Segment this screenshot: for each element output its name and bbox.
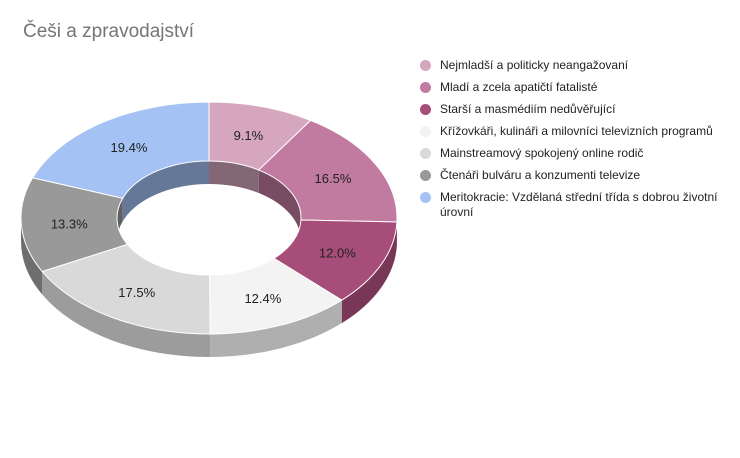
legend-item[interactable]: Mainstreamový spokojený online rodič bbox=[420, 146, 720, 161]
slice-label-1: 16.5% bbox=[315, 171, 352, 186]
slice-label-5: 13.3% bbox=[51, 216, 88, 231]
inner-wall-0 bbox=[209, 161, 259, 194]
slice-label-3: 12.4% bbox=[244, 291, 281, 306]
donut-slices bbox=[20, 101, 398, 335]
chart-title: Češi a zpravodajství bbox=[23, 21, 195, 42]
inner-wall-6 bbox=[122, 161, 209, 222]
legend-swatch bbox=[420, 104, 431, 115]
outer-wall-2 bbox=[341, 221, 397, 324]
inner-wall-1 bbox=[258, 170, 301, 241]
legend-item[interactable]: Nejmladší a politicky neangažovaní bbox=[420, 58, 720, 73]
legend-item[interactable]: Starší a masmédiím nedůvěřující bbox=[420, 102, 720, 117]
outer-wall-3 bbox=[210, 300, 342, 357]
slice-label-0: 9.1% bbox=[234, 128, 264, 143]
legend-swatch bbox=[420, 126, 431, 137]
legend-swatch bbox=[420, 82, 431, 93]
slice-label-4: 17.5% bbox=[118, 285, 155, 300]
legend-label: Starší a masmédiím nedůvěřující bbox=[440, 102, 616, 116]
legend-item[interactable]: Meritokracie: Vzdělaná střední třída s d… bbox=[420, 190, 720, 220]
legend-label: Meritokracie: Vzdělaná střední třída s d… bbox=[440, 190, 718, 219]
outer-wall-5 bbox=[21, 218, 43, 295]
slice-meritokracie-vzdelana-stredni-trida-s-do bbox=[31, 101, 210, 199]
outer-wall-4 bbox=[42, 271, 211, 357]
slice-label-6: 19.4% bbox=[111, 140, 148, 155]
legend: Nejmladší a politicky neangažovaní Mladí … bbox=[420, 58, 720, 227]
legend-label: Čtenáři bulváru a konzumenti televize bbox=[440, 168, 641, 182]
slice-label-2: 12.0% bbox=[319, 246, 356, 261]
legend-swatch bbox=[420, 170, 431, 181]
slice-mainstreamovy-spokojeny-online-rodic bbox=[41, 243, 211, 335]
legend-item[interactable]: Čtenáři bulváru a konzumenti televize bbox=[420, 168, 720, 183]
legend-swatch bbox=[420, 192, 431, 203]
slice-mladi-a-zcela-apaticti-fataliste bbox=[257, 119, 398, 223]
legend-label: Mainstreamový spokojený online rodič bbox=[440, 146, 644, 160]
legend-swatch bbox=[420, 148, 431, 159]
legend-label: Křížovkáři, kulináři a milovníci televiz… bbox=[440, 124, 713, 138]
legend-label: Mladí a zcela apatičtí fatalisté bbox=[440, 80, 598, 94]
legend-label: Nejmladší a politicky neangažovaní bbox=[440, 58, 629, 72]
legend-item[interactable]: Křížovkáři, kulináři a milovníci televiz… bbox=[420, 124, 720, 139]
legend-item[interactable]: Mladí a zcela apatičtí fatalisté bbox=[420, 80, 720, 95]
slice-labels: 9.1% 16.5% 12.0% 12.4% 17.5% 13.3% 19.4% bbox=[51, 128, 356, 306]
legend-swatch bbox=[420, 60, 431, 71]
